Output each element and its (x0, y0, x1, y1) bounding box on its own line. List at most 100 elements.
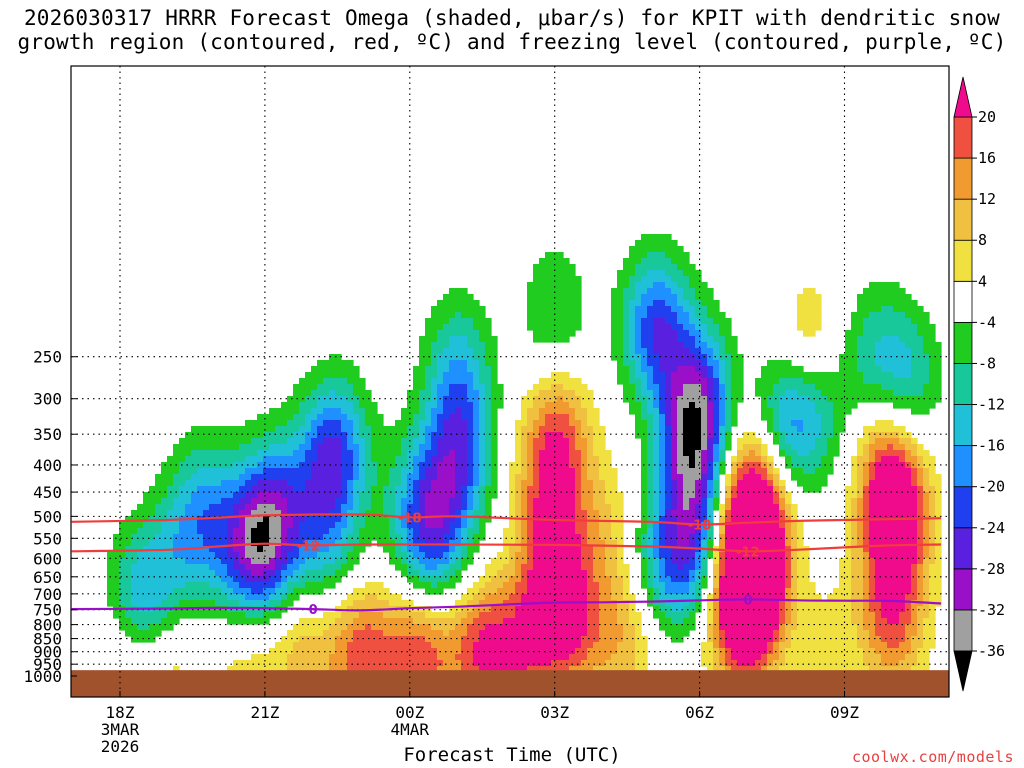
omega-cell (509, 474, 516, 481)
omega-cell (689, 402, 696, 409)
omega-cell (347, 432, 354, 439)
omega-cell (425, 354, 432, 361)
omega-cell (671, 468, 678, 475)
omega-cell (365, 438, 372, 445)
omega-cell (887, 528, 894, 535)
omega-cell (803, 402, 810, 409)
omega-cell (905, 498, 912, 505)
omega-cell (503, 528, 510, 535)
omega-cell (173, 480, 180, 487)
omega-cell (551, 594, 558, 601)
omega-cell (539, 306, 546, 313)
omega-cell (239, 468, 246, 475)
omega-cell (839, 588, 846, 595)
omega-cell (371, 492, 378, 499)
omega-cell (521, 546, 528, 553)
omega-cell (845, 564, 852, 571)
omega-cell (197, 444, 204, 451)
omega-cell (419, 342, 426, 349)
omega-cell (467, 402, 474, 409)
omega-cell (917, 588, 924, 595)
omega-cell (329, 564, 336, 571)
omega-cell (479, 312, 486, 319)
omega-cell (917, 474, 924, 481)
omega-cell (131, 546, 138, 553)
omega-cell (899, 294, 906, 301)
omega-cell (719, 414, 726, 421)
omega-cell (305, 402, 312, 409)
omega-cell (863, 378, 870, 385)
omega-cell (143, 528, 150, 535)
omega-cell (281, 426, 288, 433)
omega-cell (125, 522, 132, 529)
omega-cell (359, 378, 366, 385)
omega-cell (905, 432, 912, 439)
omega-cell (575, 420, 582, 427)
omega-cell (905, 504, 912, 511)
omega-cell (239, 486, 246, 493)
omega-cell (239, 504, 246, 511)
omega-cell (611, 528, 618, 535)
omega-cell (803, 288, 810, 295)
omega-cell (359, 540, 366, 547)
omega-cell (533, 384, 540, 391)
omega-cell (935, 552, 942, 559)
omega-cell (893, 438, 900, 445)
omega-cell (353, 480, 360, 487)
omega-cell (539, 510, 546, 517)
omega-cell (659, 468, 666, 475)
omega-cell (467, 522, 474, 529)
omega-cell (725, 360, 732, 367)
omega-cell (317, 450, 324, 457)
omega-cell (335, 414, 342, 421)
omega-cell (623, 306, 630, 313)
omega-cell (665, 312, 672, 319)
omega-cell (617, 270, 624, 277)
omega-cell (767, 528, 774, 535)
omega-cell (449, 342, 456, 349)
omega-cell (899, 492, 906, 499)
omega-cell (383, 534, 390, 541)
omega-cell (827, 468, 834, 475)
omega-cell (683, 324, 690, 331)
omega-cell (881, 564, 888, 571)
omega-cell (737, 534, 744, 541)
omega-cell (797, 450, 804, 457)
omega-cell (731, 522, 738, 529)
omega-cell (305, 474, 312, 481)
omega-cell (197, 594, 204, 601)
omega-cell (305, 414, 312, 421)
omega-cell (815, 294, 822, 301)
omega-cell (863, 528, 870, 535)
omega-cell (293, 582, 300, 589)
omega-cell (323, 420, 330, 427)
omega-cell (431, 378, 438, 385)
omega-cell (317, 444, 324, 451)
omega-cell (191, 438, 198, 445)
omega-cell (671, 450, 678, 457)
omega-cell (245, 492, 252, 499)
omega-cell (347, 504, 354, 511)
omega-cell (647, 408, 654, 415)
omega-cell (359, 522, 366, 529)
omega-cell (761, 372, 768, 379)
omega-cell (287, 486, 294, 493)
omega-cell (173, 444, 180, 451)
omega-cell (719, 438, 726, 445)
omega-cell (479, 348, 486, 355)
omega-cell (905, 576, 912, 583)
omega-cell (509, 492, 516, 499)
omega-cell (737, 492, 744, 499)
omega-cell (257, 486, 264, 493)
omega-cell (875, 522, 882, 529)
omega-cell (485, 402, 492, 409)
omega-cell (611, 564, 618, 571)
omega-cell (773, 492, 780, 499)
omega-cell (251, 522, 258, 529)
omega-cell (725, 558, 732, 565)
omega-cell (455, 342, 462, 349)
omega-cell (389, 594, 396, 601)
omega-cell (719, 462, 726, 469)
omega-cell (323, 372, 330, 379)
omega-cell (797, 384, 804, 391)
